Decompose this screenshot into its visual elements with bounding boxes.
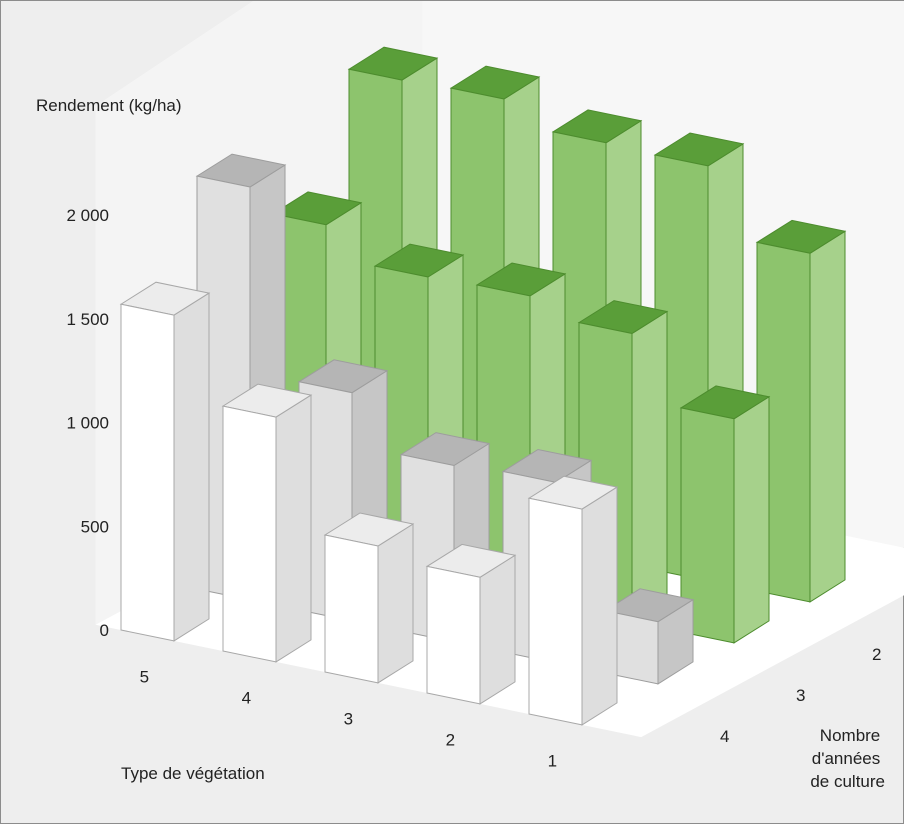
x-category-label: 5 bbox=[140, 667, 149, 686]
bar-row1-type4 bbox=[223, 384, 311, 662]
bar-row1-type3 bbox=[325, 513, 413, 683]
bar-front bbox=[427, 566, 480, 704]
bar-front bbox=[529, 498, 582, 725]
bar-row4-type1 bbox=[757, 220, 845, 602]
z-axis-title-line-3: de culture bbox=[810, 772, 885, 791]
z-category-label: 3 bbox=[796, 686, 805, 705]
y-tick-label: 1 000 bbox=[66, 414, 109, 433]
x-category-label: 3 bbox=[344, 709, 353, 728]
bar-side bbox=[174, 293, 209, 641]
bar-side bbox=[582, 487, 617, 725]
bar-side bbox=[276, 395, 311, 662]
x-category-label: 2 bbox=[446, 730, 455, 749]
bar-front bbox=[325, 535, 378, 683]
bar-row2-type1 bbox=[605, 589, 693, 684]
y-tick-label: 0 bbox=[100, 621, 109, 640]
bar-side bbox=[480, 555, 515, 704]
z-category-label: 4 bbox=[720, 727, 729, 746]
x-category-label: 1 bbox=[548, 751, 557, 770]
x-category-label: 4 bbox=[242, 688, 251, 707]
bar-row3-type1 bbox=[681, 386, 769, 643]
bar-side bbox=[632, 312, 667, 622]
bar-side bbox=[734, 397, 769, 643]
bar-front bbox=[121, 304, 174, 641]
y-tick-label: 500 bbox=[81, 517, 109, 536]
z-category-label: 2 bbox=[872, 645, 881, 664]
bar-side bbox=[378, 524, 413, 683]
z-axis-title: Nombre d'années de culture bbox=[810, 726, 885, 791]
x-axis-title: Type de végétation bbox=[121, 764, 265, 783]
z-axis-title-line-1: Nombre bbox=[820, 726, 880, 745]
bar-side bbox=[810, 231, 845, 602]
bar-row1-type1 bbox=[529, 476, 617, 725]
bar-front bbox=[223, 406, 276, 662]
z-axis-title-line-2: d'années bbox=[812, 749, 880, 768]
y-tick-label: 1 500 bbox=[66, 310, 109, 329]
bar-row1-type5 bbox=[121, 282, 209, 641]
y-axis-title: Rendement (kg/ha) bbox=[36, 96, 182, 115]
y-tick-label: 2 000 bbox=[66, 206, 109, 225]
bar-row1-type2 bbox=[427, 544, 515, 704]
